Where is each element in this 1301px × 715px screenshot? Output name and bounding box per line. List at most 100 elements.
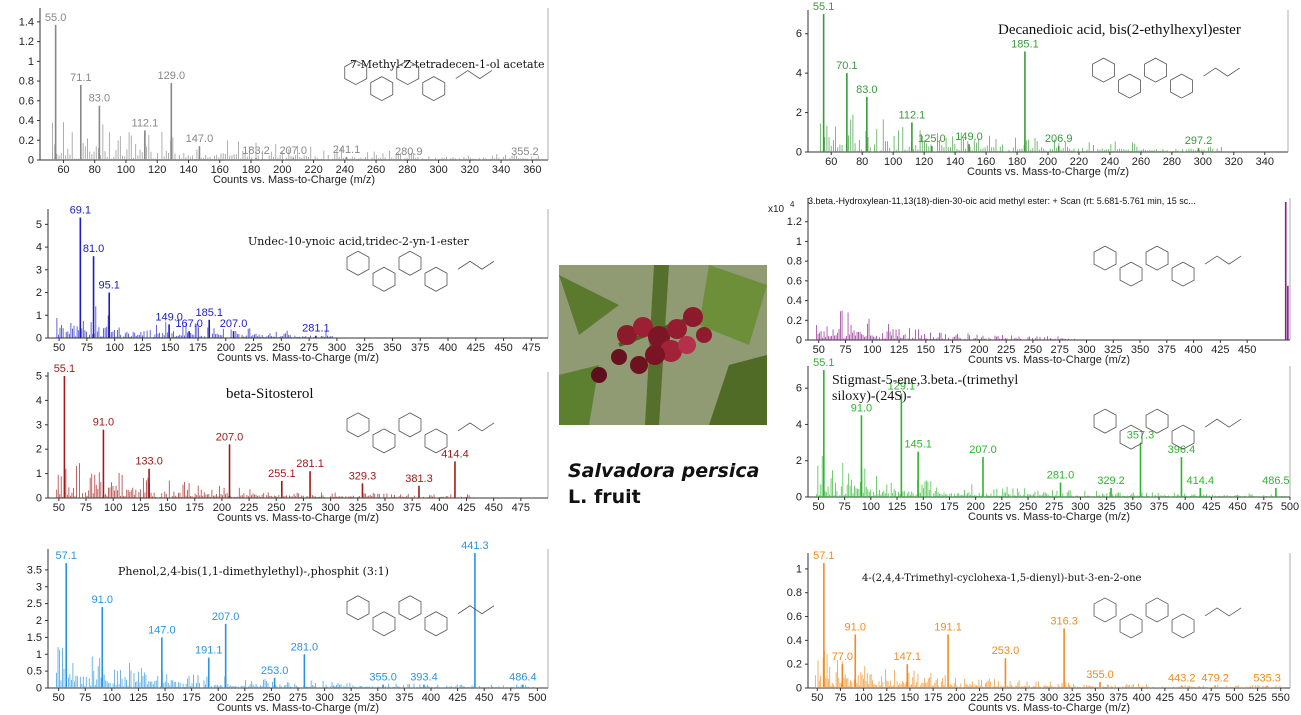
spectrum-panel-4: 0 0.2 0.4 0.6 0.8 1 1.2 50 75 100 125 150 175 200 225 2…: [760, 192, 1300, 366]
y-tick-label: 0.2: [19, 135, 34, 147]
x-tick-label: 250: [272, 342, 290, 354]
x-axis-label: Counts vs. Mass-to-Charge (m/z): [213, 174, 375, 186]
peak-label: 167.0: [175, 318, 203, 330]
peak-label: 329.2: [1097, 475, 1125, 487]
y-tick-label: 0: [796, 492, 802, 504]
peak-label: 112.1: [132, 117, 159, 129]
y-tick-label: 0.5: [27, 666, 42, 678]
x-tick-label: 160: [977, 156, 995, 168]
x-axis-label: Counts vs. Mass-to-Charge (m/z): [217, 352, 379, 364]
spectrum-noise: [816, 310, 1075, 340]
peak-label: 55.1: [813, 357, 834, 369]
x-tick-label: 400: [422, 692, 440, 704]
spectrum-noise: [56, 647, 539, 688]
x-tick-label: 450: [484, 502, 502, 514]
y-tick-label: 1: [28, 56, 34, 68]
peak-label: 207.0: [279, 145, 307, 157]
x-tick-label: 200: [209, 692, 227, 704]
x-tick-label: 425: [467, 342, 485, 354]
x-tick-label: 225: [997, 344, 1015, 356]
y-tick-label: 0: [36, 333, 42, 345]
x-tick-label: 300: [328, 342, 346, 354]
peak-label: 133.0: [135, 456, 163, 468]
peak-label: 253.0: [992, 645, 1020, 657]
y-tick-label: 0: [796, 147, 802, 159]
peak-label: 147.0: [186, 133, 214, 145]
molecular-structure-icon: [346, 412, 495, 454]
y-tick-label: 1: [36, 649, 42, 661]
y-tick-label: 5: [36, 219, 42, 231]
x-tick-label: 225: [240, 502, 258, 514]
x-tick-label: 300: [315, 692, 333, 704]
x-tick-label: 450: [1228, 501, 1246, 513]
spectrum-chart-6: 0 2 4 6 50 75 100 125 150 175 200 225 250 275 300 325 35…: [796, 357, 1299, 523]
peak-label: 55.1: [54, 363, 75, 375]
y-tick-label: 0.6: [787, 611, 802, 623]
x-tick-label: 225: [970, 692, 988, 704]
x-tick-label: 200: [217, 342, 235, 354]
peak-label: 355.0: [369, 672, 397, 684]
x-tick-label: 375: [411, 342, 429, 354]
fruit-photo-illustration: [559, 265, 767, 425]
y-tick-label: 0.4: [19, 115, 34, 127]
x-tick-label: 250: [262, 692, 280, 704]
y-multiplier: x10: [768, 204, 785, 215]
peak-label: 535.3: [1253, 673, 1281, 685]
y-tick-label: 0.8: [787, 256, 802, 268]
peak-label: 207.0: [216, 431, 244, 443]
x-tick-label: 500: [528, 692, 546, 704]
y-tick-label: 0.4: [787, 295, 802, 307]
y-tick-label: 0.4: [787, 635, 802, 647]
x-tick-label: 125: [888, 501, 906, 513]
peak-label: 355.2: [511, 146, 539, 158]
x-tick-label: 475: [502, 692, 520, 704]
x-tick-label: 400: [1184, 344, 1202, 356]
peak-label: 207.0: [969, 444, 997, 456]
y-tick-label: 6: [796, 28, 802, 40]
peak-label: 241.1: [333, 144, 361, 156]
x-tick-label: 150: [917, 344, 935, 356]
x-tick-label: 375: [403, 502, 421, 514]
molecular-structure-icon: [1092, 57, 1240, 99]
x-tick-label: 200: [970, 344, 988, 356]
x-tick-label: 325: [349, 502, 367, 514]
molecular-structure-icon: [346, 250, 495, 292]
x-tick-label: 175: [182, 692, 200, 704]
y-tick-label: 0.2: [787, 659, 802, 671]
peak-label: 253.0: [261, 665, 289, 677]
y-multiplier-exponent: 4: [790, 200, 795, 209]
y-tick-label: 0.8: [19, 76, 34, 88]
peak-label: 183.2: [242, 145, 270, 157]
x-tick-label: 500: [1225, 692, 1243, 704]
peak-label: 112.1: [899, 109, 926, 121]
x-tick-label: 475: [512, 502, 530, 514]
y-tick-label: 2.5: [27, 598, 42, 610]
x-tick-label: 280: [398, 164, 416, 176]
compound-name: Phenol,2,4-bis(1,1-dimethylethyl)-,phosp…: [118, 565, 389, 578]
x-tick-label: 80: [856, 156, 868, 168]
peak-label: 281.0: [291, 641, 319, 653]
y-tick-label: 0.6: [787, 275, 802, 287]
x-tick-label: 75: [81, 342, 93, 354]
x-tick-label: 375: [1158, 344, 1176, 356]
y-tick-label: 4: [796, 68, 802, 80]
peak-label: 207.0: [212, 611, 240, 623]
peak-label: 77.0: [832, 651, 853, 663]
peak-label: 414.4: [1187, 475, 1215, 487]
y-tick-label: 6: [796, 383, 802, 395]
y-tick-label: 0: [36, 683, 42, 695]
x-tick-label: 150: [914, 501, 932, 513]
x-tick-label: 125: [133, 342, 151, 354]
x-tick-label: 175: [186, 502, 204, 514]
y-tick-label: 3: [36, 419, 42, 431]
peak-label: 149.0: [955, 131, 983, 143]
peak-label: 95.1: [99, 280, 120, 292]
x-tick-label: 300: [1077, 344, 1095, 356]
x-tick-label: 60: [825, 156, 837, 168]
peak-label: 91.0: [851, 402, 872, 414]
x-tick-label: 280: [1163, 156, 1181, 168]
x-tick-label: 375: [395, 692, 413, 704]
peak-label: 91.0: [845, 621, 866, 633]
x-tick-label: 180: [242, 164, 260, 176]
x-tick-label: 200: [966, 501, 984, 513]
